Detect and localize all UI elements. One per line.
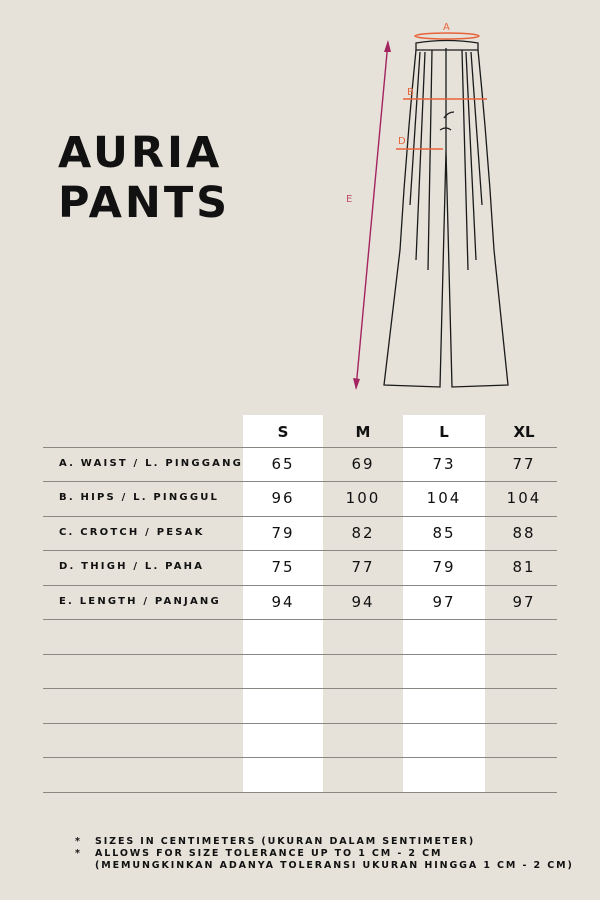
divider: [43, 654, 557, 655]
table-row: C. CROTCH / PESAK 79 82 85 88: [43, 516, 557, 550]
value-cell-s: 79: [271, 524, 295, 542]
divider: [43, 792, 557, 793]
value-cell-m: 94: [351, 593, 375, 611]
notes: * SIZES IN CENTIMETERS (UKURAN DALAM SENT…: [75, 836, 574, 872]
value-cell-s: 94: [271, 593, 295, 611]
table-row: D. THIGH / L. PAHA 75 77 79 81: [43, 550, 557, 584]
divider: [43, 757, 557, 758]
note-1: * SIZES IN CENTIMETERS (UKURAN DALAM SENT…: [75, 836, 476, 847]
value-cell-s: 65: [271, 455, 295, 473]
value-cell-xl: 97: [512, 593, 536, 611]
value-cell-l: 73: [432, 455, 456, 473]
value-cell-m: 82: [351, 524, 375, 542]
page-title: AURIA PANTS: [58, 128, 230, 228]
value-cell-xl: 104: [506, 489, 542, 507]
value-cell-s: 96: [271, 489, 295, 507]
measurement-label: D. THIGH / L. PAHA: [59, 561, 205, 572]
value-cell-l: 79: [432, 558, 456, 576]
size-header-l: L: [439, 423, 449, 441]
divider: [43, 585, 557, 586]
value-cell-xl: 81: [512, 558, 536, 576]
note-2: * ALLOWS FOR SIZE TOLERANCE UP TO 1 CM - …: [75, 848, 443, 859]
value-cell-s: 75: [271, 558, 295, 576]
length-measure-mark: [355, 41, 389, 389]
pants-outline: [415, 39, 479, 51]
value-cell-m: 77: [351, 558, 375, 576]
divider: [43, 723, 557, 724]
divider: [43, 516, 557, 517]
value-cell-l: 85: [432, 524, 456, 542]
table-row: A. WAIST / L. PINGGANG 65 69 73 77: [43, 447, 557, 481]
pants-diagram: A B D E: [346, 22, 509, 390]
column-l-highlight: [403, 415, 485, 792]
size-header-xl: XL: [513, 423, 535, 441]
size-header-s: S: [277, 423, 289, 441]
value-cell-m: 69: [351, 455, 375, 473]
measurement-label: B. HIPS / L. PINGGUL: [59, 492, 220, 503]
note-2-translation: (MEMUNGKINKAN ADANYA TOLERANSI UKURAN HI…: [95, 860, 574, 871]
measurement-label: C. CROTCH / PESAK: [59, 527, 205, 538]
measurement-label: A. WAIST / L. PINGGANG: [59, 458, 244, 469]
value-cell-l: 104: [426, 489, 462, 507]
value-cell-xl: 88: [512, 524, 536, 542]
divider: [43, 688, 557, 689]
table-row: B. HIPS / L. PINGGUL 96 100 104 104: [43, 481, 557, 515]
value-cell-m: 100: [345, 489, 381, 507]
table-row: E. LENGTH / PANJANG 94 94 97 97: [43, 585, 557, 619]
title-line-2: PANTS: [58, 178, 231, 228]
divider: [43, 447, 557, 448]
value-cell-xl: 77: [512, 455, 536, 473]
label-e: E: [346, 194, 352, 205]
column-s-highlight: [243, 415, 323, 792]
label-d: D: [398, 136, 406, 147]
label-b: B: [407, 87, 414, 98]
size-header-m: M: [355, 423, 371, 441]
divider: [43, 481, 557, 482]
label-a: A: [443, 22, 450, 33]
waist-measure-mark: [414, 32, 480, 40]
title-line-1: AURIA: [58, 128, 223, 178]
divider: [43, 619, 557, 620]
divider: [43, 550, 557, 551]
value-cell-l: 97: [432, 593, 456, 611]
measurement-label: E. LENGTH / PANJANG: [59, 596, 221, 607]
